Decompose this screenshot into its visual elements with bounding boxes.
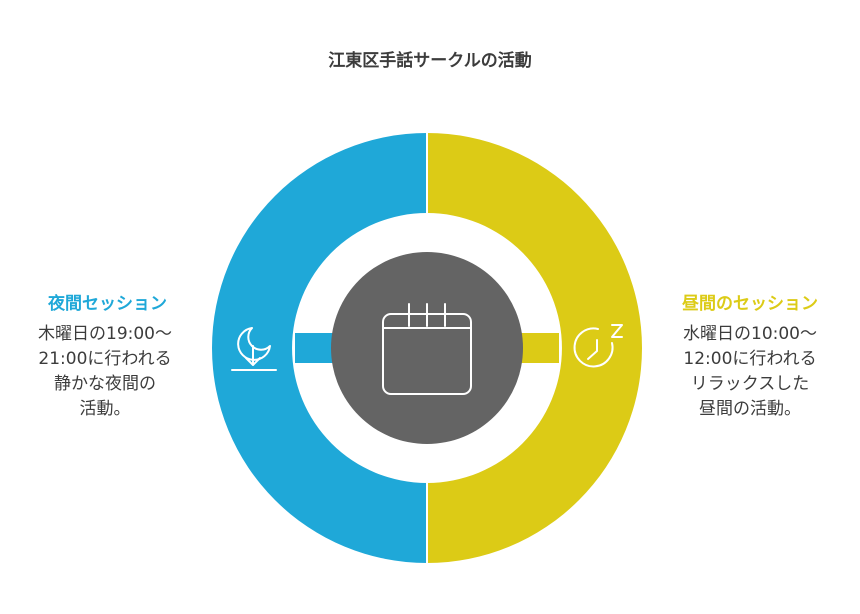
description-line: 昼間の活動。 xyxy=(699,399,801,419)
night-session-segment xyxy=(212,133,427,563)
description-line: 静かな夜間の xyxy=(54,374,156,394)
center-circle xyxy=(331,252,523,444)
description-line: リラックスした xyxy=(690,374,810,394)
page-title: 江東区手話サークルの活動 xyxy=(328,51,532,71)
description-line: 活動。 xyxy=(79,399,131,419)
description-line: 12:00に行われる xyxy=(683,349,817,369)
day-session-title: 昼間のセッション xyxy=(682,294,818,314)
day-session-description: 水曜日の10:00〜 12:00に行われる リラックスした 昼間の活動。 xyxy=(660,322,840,422)
clock-sleep-icon xyxy=(573,324,623,368)
day-session-segment xyxy=(427,133,642,563)
description-line: 木曜日の19:00〜 xyxy=(38,324,172,344)
description-line: 水曜日の10:00〜 xyxy=(683,324,817,344)
night-session-title: 夜間セッション xyxy=(48,294,167,314)
moon-download-icon xyxy=(231,327,277,371)
calendar-icon xyxy=(382,303,472,395)
night-session-description: 木曜日の19:00〜 21:00に行われる 静かな夜間の 活動。 xyxy=(10,322,200,422)
description-line: 21:00に行われる xyxy=(38,349,172,369)
